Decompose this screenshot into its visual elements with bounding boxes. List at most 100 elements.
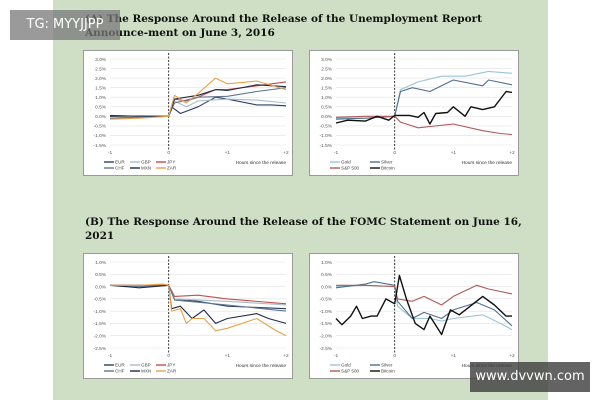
- series-line-gold: [335, 284, 513, 331]
- x-tick-label: +1: [225, 353, 231, 359]
- series-line-s-p-500: [335, 115, 513, 136]
- legend-label: CHF: [115, 166, 125, 171]
- y-tick-label: -1.0%: [93, 133, 106, 139]
- series-line-chf: [109, 87, 287, 119]
- y-tick-label: -2.5%: [93, 346, 106, 352]
- x-axis-label: Hours since the release: [236, 160, 287, 166]
- y-tick-label: 1.0%: [321, 260, 333, 266]
- x-axis-label: Hours since the release: [462, 160, 513, 166]
- series-line-zar: [110, 283, 287, 337]
- y-tick-label: -1.5%: [319, 321, 332, 327]
- series-line-mxn: [109, 284, 287, 324]
- series-line-mxn: [109, 84, 287, 117]
- legend-label: Silver: [381, 160, 393, 165]
- chart-svg: 1.0% 0.5% 0.0% -0.5% -1.0% -1.5% -2.0% -2.5%-1 0…: [319, 256, 515, 374]
- y-tick-label: 2.0%: [321, 76, 333, 82]
- x-tick-label: +1: [451, 353, 457, 359]
- series-line-silver: [335, 79, 513, 120]
- legend-label: JPY: [167, 160, 175, 165]
- legend-label: GBP: [141, 160, 151, 165]
- legend-label: S&P 500: [341, 166, 359, 171]
- chart-b-currencies: 1.0% 0.5% 0.0% -0.5% -1.0% -1.5% -2.0% -2.5% -1 0…: [83, 253, 293, 379]
- watermark-top-left: TG: MYYJJPP: [10, 10, 120, 40]
- legend-label: Gold: [341, 160, 351, 165]
- y-tick-label: -1.5%: [319, 143, 332, 149]
- y-tick-label: -1.5%: [93, 143, 106, 149]
- series-line-chf: [109, 284, 287, 312]
- x-tick-label: 0: [393, 353, 396, 359]
- x-tick-label: +2: [509, 150, 515, 156]
- y-tick-label: 0.5%: [321, 105, 333, 111]
- x-tick-label: -1: [108, 353, 113, 359]
- y-tick-label: -1.5%: [93, 321, 106, 327]
- y-tick-label: -0.5%: [319, 124, 332, 130]
- y-tick-label: 1.0%: [95, 260, 107, 266]
- y-tick-label: 0.5%: [95, 105, 107, 111]
- series-line-bitcoin: [335, 274, 512, 336]
- panel-b-title: (B) The Response Around the Release of t…: [85, 216, 522, 242]
- chart-svg: 3.0% 2.5% 2.0% 1.5% 1.0% 0.5% 0.0% -0.5% -1.0% -1…: [319, 53, 515, 171]
- x-tick-label: +2: [283, 150, 289, 156]
- legend-label: Bitcoin: [381, 369, 395, 374]
- x-tick-label: 0: [167, 353, 170, 359]
- series-line-silver: [335, 281, 513, 327]
- x-tick-label: +2: [283, 353, 289, 359]
- y-tick-label: -2.5%: [319, 346, 332, 352]
- series-line-gbp: [109, 98, 287, 119]
- y-tick-label: 0.0%: [321, 114, 333, 120]
- series-line-s-p-500: [336, 284, 513, 306]
- chart-b-assets: 1.0% 0.5% 0.0% -0.5% -1.0% -1.5% -2.0% -2.5% -1 0…: [309, 253, 519, 379]
- legend-label: ZAR: [167, 166, 177, 171]
- legend-label: Gold: [341, 363, 351, 368]
- legend-label: S&P 500: [341, 369, 359, 374]
- x-axis-label: Hours since the release: [236, 363, 287, 369]
- y-tick-label: -0.5%: [93, 124, 106, 130]
- panel-a-title: (A) The Response Around the Release of t…: [85, 13, 483, 39]
- series-line-zar: [109, 77, 287, 120]
- y-tick-label: -2.0%: [93, 334, 106, 340]
- y-tick-label: 3.0%: [95, 57, 107, 63]
- legend-label: ZAR: [167, 369, 177, 374]
- legend-label: CHF: [115, 369, 125, 374]
- chart-a-currencies: 3.0% 2.5% 2.0% 1.5% 1.0% 0.5% 0.0% -0.5% -1.0% -1…: [83, 50, 293, 176]
- chart-svg: 1.0% 0.5% 0.0% -0.5% -1.0% -1.5% -2.0% -2.5%-1 0…: [93, 256, 289, 374]
- y-tick-label: 1.0%: [95, 95, 107, 101]
- y-tick-label: 3.0%: [321, 57, 333, 63]
- legend-label: GBP: [141, 363, 151, 368]
- y-tick-label: 2.0%: [95, 76, 107, 82]
- y-tick-label: 1.5%: [95, 85, 107, 91]
- y-tick-label: 0.0%: [95, 114, 107, 120]
- y-tick-label: -1.0%: [319, 133, 332, 139]
- x-tick-label: -1: [334, 150, 339, 156]
- watermark-bottom-right: www.dvvwn.com: [470, 362, 590, 392]
- y-tick-label: 1.5%: [321, 85, 333, 91]
- y-tick-label: 0.0%: [95, 284, 107, 290]
- legend-label: JPY: [167, 363, 175, 368]
- legend-label: Silver: [381, 363, 393, 368]
- chart-svg: 3.0% 2.5% 2.0% 1.5% 1.0% 0.5% 0.0% -0.5% -1.0% -1…: [93, 53, 289, 171]
- y-tick-label: -2.0%: [319, 334, 332, 340]
- x-tick-label: -1: [334, 353, 339, 359]
- y-tick-label: -0.5%: [319, 297, 332, 303]
- legend-label: Bitcoin: [381, 166, 395, 171]
- x-tick-label: 0: [167, 150, 170, 156]
- y-tick-label: 0.5%: [95, 272, 107, 278]
- y-tick-label: 0.0%: [321, 284, 333, 290]
- legend-label: MXN: [141, 369, 151, 374]
- x-tick-label: +1: [451, 150, 457, 156]
- x-tick-label: 0: [393, 150, 396, 156]
- series-line-eur: [110, 284, 287, 310]
- y-tick-label: 2.5%: [95, 66, 107, 72]
- legend-label: MXN: [141, 166, 151, 171]
- legend-label: EUR: [115, 160, 125, 165]
- y-tick-label: 0.5%: [321, 272, 333, 278]
- y-tick-label: -0.5%: [93, 297, 106, 303]
- x-tick-label: +2: [509, 353, 515, 359]
- x-tick-label: +1: [225, 150, 231, 156]
- y-tick-label: -1.0%: [93, 309, 106, 315]
- y-tick-label: 1.0%: [321, 95, 333, 101]
- y-tick-label: -1.0%: [319, 309, 332, 315]
- chart-a-assets: 3.0% 2.5% 2.0% 1.5% 1.0% 0.5% 0.0% -0.5% -1.0% -1…: [309, 50, 519, 176]
- y-tick-label: 2.5%: [321, 66, 333, 72]
- legend-label: EUR: [115, 363, 125, 368]
